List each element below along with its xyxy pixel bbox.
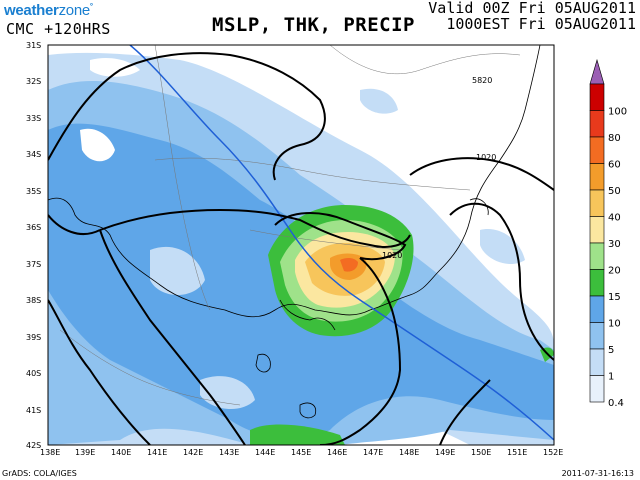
mslp-isobars [48,52,554,445]
lon-label: 151E [507,448,527,457]
lat-label: 36S [26,223,41,232]
lon-label: 140E [111,448,131,457]
colorbar-swatch [589,189,605,217]
colorbar-label: 1 [608,372,614,383]
precip-field [48,45,554,445]
lon-label: 142E [183,448,203,457]
lon-label: 146E [327,448,347,457]
colorbar-swatch [589,216,605,244]
lon-label: 141E [147,448,167,457]
lat-label: 37S [26,260,41,269]
longitude-axis: 138E 139E 140E 141E 142E 143E 144E 145E … [40,448,563,457]
colorbar-label: 60 [608,160,621,171]
logo-weather-text: weather [4,2,59,19]
contour-label-1020-b: 1020 [382,251,402,260]
lon-label: 150E [471,448,491,457]
colorbar-label: 10 [608,319,621,330]
lat-label: 41S [26,406,41,415]
lat-label: 40S [26,369,41,378]
logo-zone-text: zone [58,2,91,19]
lon-label: 149E [435,448,455,457]
colorbar-label: 80 [608,133,621,144]
valid-time: Valid 00Z Fri 05AUG2011 1000EST Fri 05AU… [428,0,636,32]
weatherzone-logo: weatherzone° [4,2,93,19]
lat-label: 38S [26,296,41,305]
latitude-axis: 31S 32S 33S 34S 35S 36S 37S 38S 39S 40S … [26,41,41,450]
footer-timestamp: 2011-07-31-16:13 [561,469,634,478]
state-borders [59,45,521,406]
lon-label: 152E [543,448,563,457]
colorbar-label: 100 [608,107,627,118]
colorbar-swatch [589,136,605,164]
lat-label: 39S [26,333,41,342]
colorbar-swatch [589,348,605,376]
colorbar-swatch [589,163,605,191]
valid-utc: Valid 00Z Fri 05AUG2011 [428,0,636,17]
lat-label: 31S [26,41,41,50]
lon-label: 138E [40,448,60,457]
lat-label: 34S [26,150,41,159]
contour-label-1020-a: 1020 [476,153,496,162]
precip-colorbar: 100 80 60 50 40 30 20 15 10 5 1 0.4 [589,58,627,409]
thickness-contour [129,45,554,441]
lon-label: 144E [255,448,275,457]
valid-local: 1000EST Fri 05AUG2011 [446,15,636,33]
map-frame [47,44,555,446]
lon-label: 143E [219,448,239,457]
lon-label: 139E [75,448,95,457]
colorbar-swatch [589,83,605,111]
colorbar-label: 50 [608,186,621,197]
colorbar-label: 5 [608,345,614,356]
colorbar-label: 15 [608,292,621,303]
colorbar-top-arrow [589,58,605,85]
lat-label: 33S [26,114,41,123]
colorbar-swatch [589,375,605,403]
colorbar-label: 40 [608,213,621,224]
colorbar-swatch [589,322,605,350]
lon-label: 148E [399,448,419,457]
lat-label: 32S [26,77,41,86]
footer-credit: GrADS: COLA/IGES [2,469,77,478]
lat-label: 35S [26,187,41,196]
colorbar-swatch [589,110,605,138]
colorbar-label: 20 [608,266,621,277]
colorbar-label: 30 [608,239,621,250]
colorbar-swatch [589,242,605,270]
colorbar-label: 0.4 [608,398,624,409]
contour-label-5820: 5820 [472,76,492,85]
colorbar-swatch [589,295,605,323]
lon-label: 145E [291,448,311,457]
map-title: MSLP, THK, PRECIP [212,14,415,36]
model-run-label: CMC +120HRS [6,20,111,38]
colorbar-swatch [589,269,605,297]
lon-label: 147E [363,448,383,457]
lat-label: 42S [26,441,41,450]
